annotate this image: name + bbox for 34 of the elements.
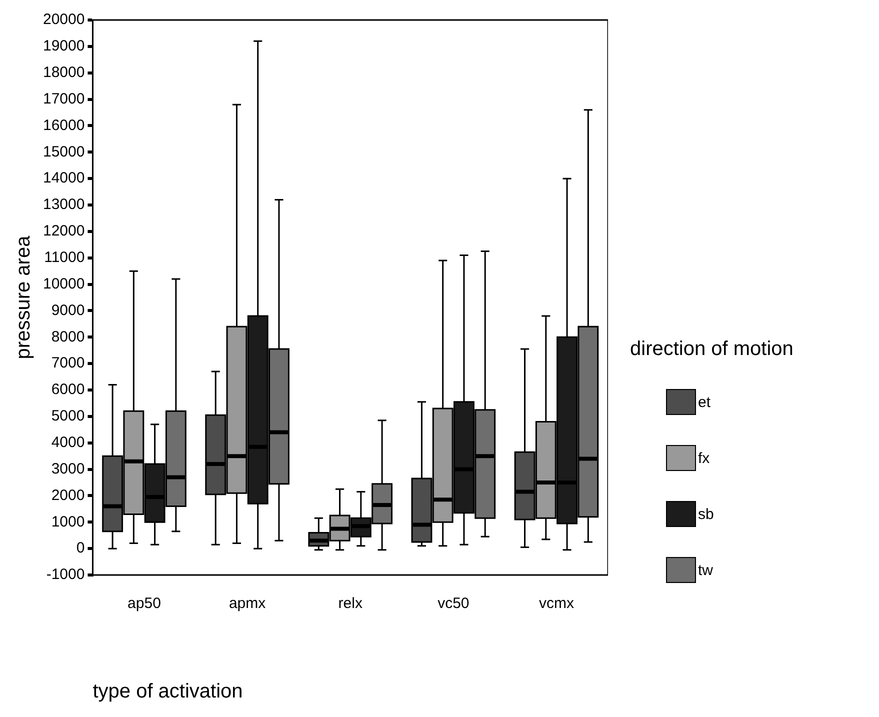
y-tick-label: 11000 <box>44 249 85 266</box>
y-tick-label: 14000 <box>42 170 85 187</box>
y-tick-label: 6000 <box>51 381 85 398</box>
x-tick-label: vc50 <box>438 595 470 612</box>
y-tick-label: 2000 <box>51 486 85 504</box>
y-tick-label: 0 <box>76 540 85 557</box>
y-axis-title: pressure area <box>12 234 35 360</box>
y-tick-label: -1000 <box>46 566 85 584</box>
legend-label: et <box>698 394 711 410</box>
y-tick-label: 12000 <box>42 222 85 240</box>
y-tick-label: 4000 <box>51 434 85 451</box>
legend-label: fx <box>698 450 710 466</box>
y-tick-label: 19000 <box>42 38 85 55</box>
y-tick-label: 8000 <box>51 328 85 346</box>
y-tick-label: 5000 <box>51 408 85 425</box>
legend-title: direction of motion <box>630 338 794 361</box>
y-tick-label: 3000 <box>51 460 85 478</box>
legend-label: sb <box>698 506 714 522</box>
y-tick-label: 20000 <box>42 11 85 28</box>
y-tick-label: 18000 <box>42 64 85 81</box>
y-tick-label: 1000 <box>51 513 85 530</box>
y-tick-label: 9000 <box>51 302 85 319</box>
x-axis-title: type of activation <box>92 680 243 703</box>
y-tick-label: 17000 <box>42 90 85 108</box>
y-tick-label: 7000 <box>51 354 85 372</box>
x-tick-label: relx <box>338 595 363 612</box>
x-tick-label: ap50 <box>128 595 161 612</box>
y-tick-label: 10000 <box>42 275 85 292</box>
y-tick-label: 16000 <box>42 116 85 134</box>
x-tick-label: vcmx <box>538 595 574 612</box>
y-tick-label: 15000 <box>42 143 85 160</box>
legend-label: tw <box>698 562 713 578</box>
x-tick-label: apmx <box>228 595 266 612</box>
y-tick-label: 13000 <box>42 196 85 214</box>
